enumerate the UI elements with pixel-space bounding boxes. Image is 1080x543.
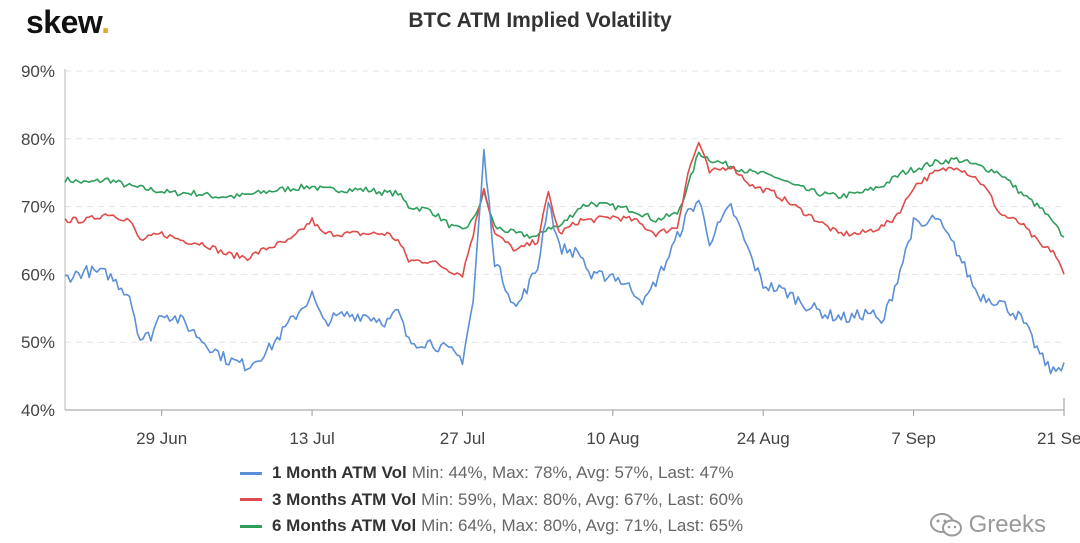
legend-item-1m[interactable]: 1 Month ATM Vol Min: 44%, Max: 78%, Avg:… bbox=[240, 460, 743, 487]
series-line-6m[interactable] bbox=[64, 151, 1065, 239]
legend-stats-6m: Min: 64%, Max: 80%, Avg: 71%, Last: 65% bbox=[421, 516, 744, 535]
y-axis-labels: 40% 50% 60% 70% 80% 90% bbox=[21, 62, 55, 420]
series-line-3m[interactable] bbox=[64, 141, 1065, 278]
legend-stats-3m: Min: 59%, Max: 80%, Avg: 67%, Last: 60% bbox=[421, 489, 744, 509]
series-lines bbox=[64, 141, 1065, 375]
y-tick-label: 50% bbox=[21, 333, 55, 352]
y-tick-label: 90% bbox=[21, 62, 55, 81]
x-tick-label: 13 Jul bbox=[289, 429, 334, 448]
watermark: Greeks bbox=[929, 511, 1046, 539]
skew-logo: skew. bbox=[26, 4, 110, 41]
watermark-text: Greeks bbox=[968, 511, 1046, 538]
legend-swatch-6m bbox=[240, 524, 262, 528]
legend: 1 Month ATM Vol Min: 44%, Max: 78%, Avg:… bbox=[240, 460, 743, 540]
legend-stats-1m: Min: 44%, Max: 78%, Avg: 57%, Last: 47% bbox=[411, 463, 734, 482]
series-line-1m[interactable] bbox=[64, 148, 1065, 375]
chart-title: BTC ATM Implied Volatility bbox=[408, 9, 672, 32]
y-tick-label: 80% bbox=[21, 130, 55, 149]
x-tick-label: 7 Sep bbox=[891, 429, 935, 448]
legend-name-3m: 3 Months ATM Vol bbox=[272, 489, 417, 509]
wechat-icon bbox=[929, 513, 962, 537]
legend-swatch-3m bbox=[240, 498, 262, 502]
y-tick-label: 70% bbox=[21, 198, 55, 217]
legend-name-6m: 6 Months ATM Vol bbox=[272, 516, 417, 535]
legend-name-1m: 1 Month ATM Vol bbox=[272, 463, 407, 482]
x-axis: 29 Jun 13 Jul 27 Jul 10 Aug 24 Aug 7 Sep 21 Se… bbox=[65, 398, 1080, 448]
x-tick-label: 24 Aug bbox=[737, 429, 790, 448]
x-tick-label: 27 Jul bbox=[440, 429, 485, 448]
logo-dot: . bbox=[101, 4, 110, 40]
legend-item-3m[interactable]: 3 Months ATM Vol Min: 59%, Max: 80%, Avg… bbox=[240, 487, 743, 514]
x-tick-label: 10 Aug bbox=[586, 429, 639, 448]
legend-swatch-1m bbox=[240, 471, 262, 475]
y-tick-label: 60% bbox=[21, 265, 55, 284]
logo-text: skew bbox=[26, 4, 102, 40]
grid bbox=[64, 69, 1064, 411]
y-tick-label: 40% bbox=[21, 401, 55, 420]
x-tick-label: 29 Jun bbox=[136, 429, 187, 448]
legend-item-6m[interactable]: 6 Months ATM Vol Min: 64%, Max: 80%, Avg… bbox=[240, 513, 743, 540]
x-tick-label: 21 Sep bbox=[1037, 429, 1080, 448]
